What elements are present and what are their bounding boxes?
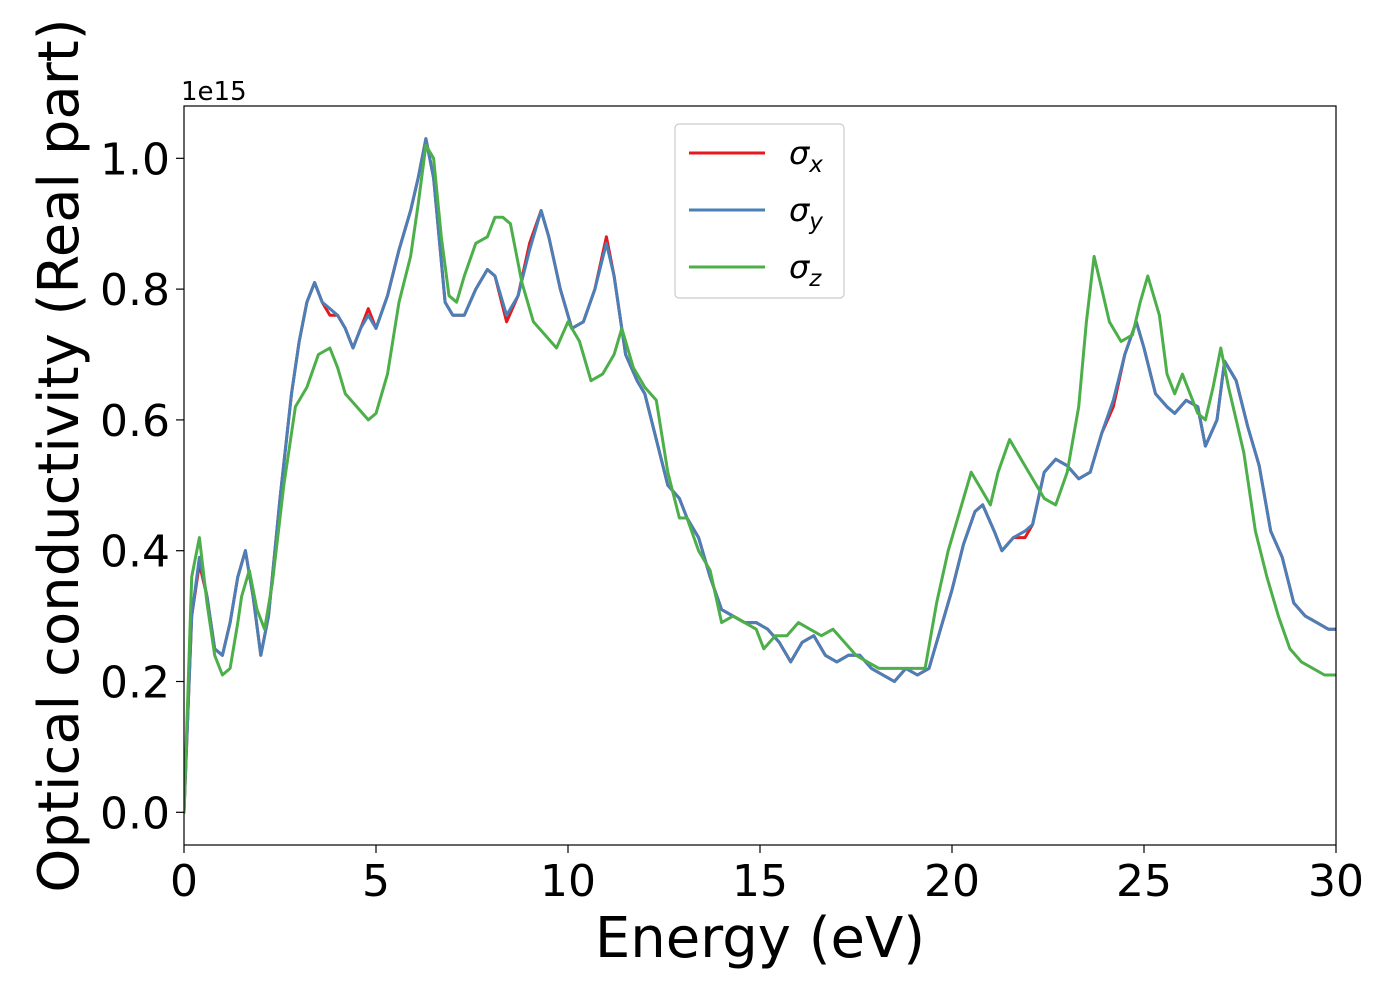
y-tick-label: 0.4 [100, 527, 170, 578]
y-axis-label: Optical conductivity (Real part) [27, 18, 92, 892]
x-tick-label: 15 [732, 856, 788, 907]
x-tick-label: 20 [924, 856, 980, 907]
y-tick-label: 1.0 [100, 134, 170, 185]
x-axis-label: Energy (eV) [595, 906, 925, 971]
y-offset-label: 1e15 [181, 77, 247, 107]
legend-label-x: σx [789, 134, 823, 178]
legend-label-z: σz [789, 248, 822, 292]
legend-label-y: σy [789, 191, 823, 235]
x-tick-label: 10 [540, 856, 596, 907]
x-tick-label: 30 [1308, 856, 1364, 907]
y-tick-label: 0.6 [100, 396, 170, 447]
x-tick-label: 0 [170, 856, 198, 907]
x-tick-label: 5 [362, 856, 390, 907]
y-tick-label: 0.8 [100, 265, 170, 316]
series-layer [184, 137, 1336, 814]
y-tick-label: 0.0 [100, 788, 170, 839]
x-tick-label: 25 [1116, 856, 1172, 907]
series-line-z [184, 143, 1336, 814]
legend: σx σy σz [674, 123, 845, 299]
ticks-layer: 0 5 10 15 20 25 30 0.0 0.2 0.4 0.6 0.8 1.0 [100, 134, 1364, 907]
y-tick-label: 0.2 [100, 658, 170, 709]
